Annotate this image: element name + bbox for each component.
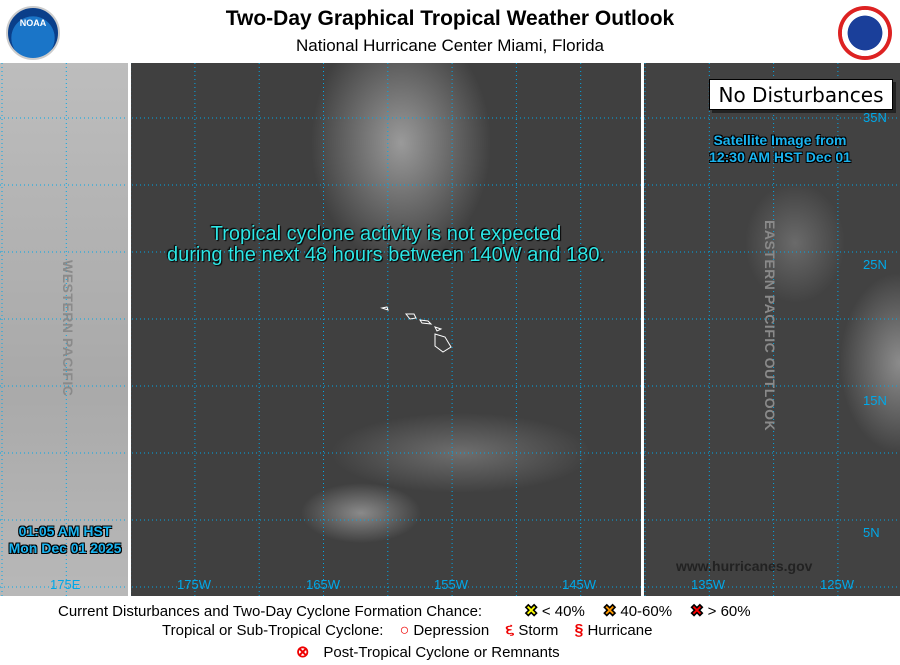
high-chance-x-icon: ✖	[690, 603, 704, 621]
longitude-label: 125W	[820, 577, 854, 592]
outlook-message-line: Tropical cyclone activity is not expecte…	[210, 223, 562, 245]
legend-hurricane: Hurricane	[587, 622, 653, 639]
nws-logo	[838, 6, 892, 60]
hawaiian-islands	[380, 306, 452, 353]
eastern-pacific-panel	[645, 63, 900, 596]
panel-divider	[128, 63, 131, 596]
legend-row-formation-chance: Current Disturbances and Two-Day Cyclone…	[58, 601, 751, 621]
satellite-time: Satellite Image from 12:30 AM HST Dec 01	[660, 132, 900, 166]
header: NOAA Two-Day Graphical Tropical Weather …	[0, 0, 900, 63]
satellite-map: WESTERN PACIFIC EASTERN PACIFIC OUTLOOK …	[0, 63, 900, 596]
issued-date-line: Mon Dec 01 2025	[8, 540, 122, 556]
low-chance-x-icon: ✖	[524, 603, 538, 621]
noaa-logo: NOAA	[6, 6, 60, 60]
storm-icon: ૬	[505, 622, 515, 639]
medium-chance-x-icon: ✖	[602, 603, 617, 621]
legend-label: Current Disturbances and Two-Day Cyclone…	[58, 603, 483, 620]
outlook-message: Tropical cyclone activity is not expecte…	[131, 224, 641, 266]
satellite-time-line: Satellite Image from	[713, 132, 847, 148]
outlook-message-line: during the next 48 hours between 140W an…	[166, 244, 606, 266]
website-label: www.hurricanes.gov	[676, 558, 813, 574]
legend-high: > 60%	[707, 603, 751, 620]
issued-time: 01:05 AM HST Mon Dec 01 2025	[0, 523, 130, 557]
longitude-label: 175W	[177, 577, 211, 592]
depression-icon: ○	[399, 622, 410, 639]
legend-low: < 40%	[541, 603, 585, 620]
latitude-label: 35N	[863, 110, 887, 125]
longitude-label: 165W	[306, 577, 340, 592]
page-title: Two-Day Graphical Tropical Weather Outlo…	[225, 7, 675, 30]
satellite-time-line: 12:30 AM HST Dec 01	[709, 149, 851, 165]
legend-depression: Depression	[413, 622, 490, 639]
hurricane-icon: §	[574, 622, 584, 639]
latitude-label: 25N	[863, 257, 887, 272]
legend-label: Tropical or Sub-Tropical Cyclone:	[162, 622, 384, 639]
legend-row-post-tropical: ⊗ Post-Tropical Cyclone or Remnants	[292, 642, 560, 662]
legend-row-cyclone: Tropical or Sub-Tropical Cyclone: ○ Depre…	[162, 622, 652, 640]
latitude-label: 15N	[863, 393, 887, 408]
longitude-label: 135W	[691, 577, 725, 592]
longitude-label: 145W	[562, 577, 596, 592]
post-tropical-icon: ⊗	[296, 644, 310, 661]
no-disturbances-box: No Disturbances	[709, 79, 893, 110]
panel-divider	[641, 63, 644, 596]
western-pacific-label: WESTERN PACIFIC	[60, 260, 76, 397]
latitude-label: 5N	[863, 525, 880, 540]
legend-post-tropical: Post-Tropical Cyclone or Remnants	[323, 644, 560, 661]
longitude-label: 175E	[50, 577, 81, 592]
page-subtitle: National Hurricane Center Miami, Florida	[295, 36, 604, 55]
legend-storm: Storm	[518, 622, 559, 639]
central-pacific-panel	[131, 63, 641, 596]
western-pacific-panel	[0, 63, 128, 596]
eastern-pacific-label: EASTERN PACIFIC OUTLOOK	[762, 220, 778, 432]
issued-time-line: 01:05 AM HST	[18, 523, 112, 539]
legend-medium: 40-60%	[620, 603, 673, 620]
longitude-label: 155W	[434, 577, 468, 592]
